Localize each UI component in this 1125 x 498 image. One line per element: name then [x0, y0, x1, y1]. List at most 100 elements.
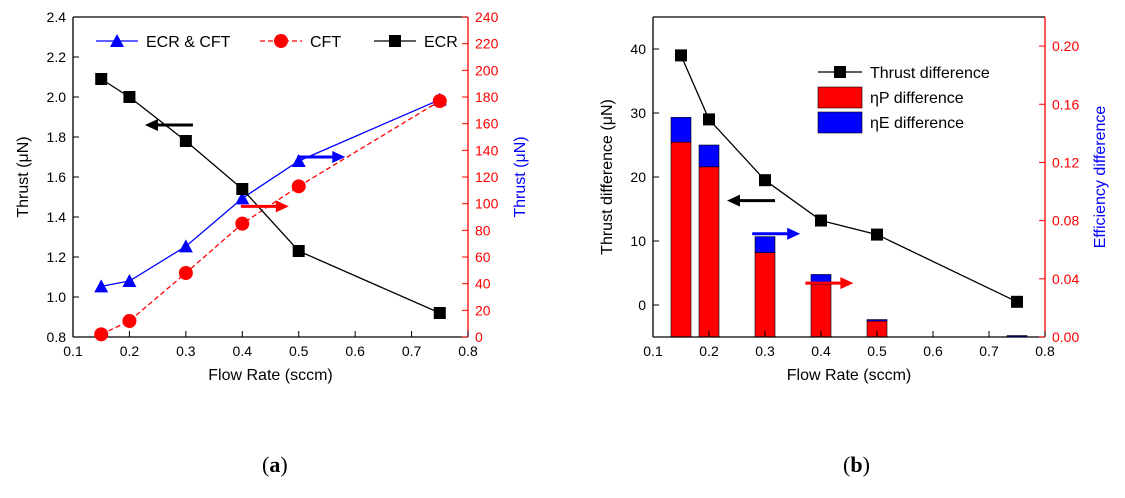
x-tick-label: 0.3	[176, 343, 196, 359]
y-left-tick-label: 1.2	[47, 249, 67, 265]
x-tick-label: 0.4	[811, 343, 831, 359]
x-tick-label: 0.5	[289, 343, 309, 359]
data-point	[94, 327, 109, 342]
legend-label: ECR	[424, 34, 458, 51]
bar-etaP	[670, 141, 692, 338]
y-left-tick-label: 1.0	[47, 289, 67, 305]
bar-etaP	[754, 252, 776, 338]
y-right-tick-label: 0	[475, 329, 483, 345]
legend-marker	[389, 35, 401, 47]
legend-label: ηE difference	[870, 115, 964, 132]
data-point	[235, 216, 250, 231]
bar-etaE	[866, 319, 888, 322]
y-left-tick-label: 2.2	[47, 49, 67, 65]
series-line-ecr	[100, 78, 441, 314]
y-left-tick-label: 0	[638, 297, 646, 313]
chart-b: 0.1 0.2 0.3 0.4 0.5 0.6 0.7 0.8 0 10 20 30 40 0.00 0.0…	[599, 16, 1109, 384]
data-point	[871, 228, 883, 241]
legend-label: ηP difference	[870, 90, 964, 107]
legend-marker	[110, 34, 124, 47]
y-left-tick-label: 1.6	[47, 169, 67, 185]
y-left-tick-label: 2.0	[47, 89, 67, 105]
x-tick-label: 0.5	[867, 343, 887, 359]
x-tick-label: 0.6	[345, 343, 365, 359]
y-right-tick-label: 0.08	[1052, 213, 1079, 229]
x-tick-label: 0.8	[1035, 343, 1055, 359]
y-right-tick-label: 0.00	[1052, 329, 1079, 345]
x-tick-label: 0.3	[755, 343, 775, 359]
x-tick-label: 0.7	[402, 343, 422, 359]
y-right-tick-label: 0.20	[1052, 38, 1079, 54]
y-right-tick-label: 160	[475, 116, 499, 132]
x-tick-label: 0.8	[458, 343, 478, 359]
y-right-tick-label: 20	[475, 302, 491, 318]
data-point	[703, 113, 715, 126]
data-point	[236, 183, 249, 195]
axis-arrow-1-head	[275, 200, 289, 213]
y-right-tick-label: 40	[475, 276, 491, 292]
x-tick-label: 0.6	[923, 343, 943, 359]
data-point	[433, 307, 446, 319]
series-line-cft	[100, 100, 441, 335]
data-point	[292, 245, 305, 257]
chart-a: 0.1 0.2 0.3 0.4 0.5 0.6 0.7 0.8 0.8 1.0 1.2 1.4 1.6 1…	[15, 9, 529, 384]
y-right-tick-label: 0.12	[1052, 154, 1079, 170]
y-left-tick-label: 1.8	[47, 129, 67, 145]
legend-marker	[834, 66, 846, 78]
data-point	[235, 191, 250, 205]
y-right-tick-label: 80	[475, 222, 491, 238]
y-left-tick-label: 1.4	[47, 209, 67, 225]
data-point	[291, 154, 306, 167]
data-point	[123, 91, 136, 103]
x-tick-label: 0.7	[979, 343, 999, 359]
caption-b: (b)	[843, 452, 870, 477]
x-tick-label: 0.2	[120, 343, 140, 359]
legend-marker	[274, 34, 288, 48]
legend-swatch	[817, 86, 863, 109]
y-right-tick-label: 60	[475, 249, 491, 265]
axis-arrow-0-head	[144, 119, 158, 131]
series-line-thrust-difference	[680, 55, 1018, 303]
y-right-tick-label: 140	[475, 142, 499, 158]
bar-etaE	[698, 144, 720, 168]
legend: ECR & CFT CFT ECR	[96, 34, 458, 51]
data-point	[179, 135, 192, 147]
y-left-tick-label: 10	[630, 233, 646, 249]
legend-label: Thrust difference	[870, 65, 990, 82]
y-right-tick-label: 0.04	[1052, 271, 1079, 287]
legend-label: CFT	[310, 34, 341, 51]
data-point	[122, 274, 137, 287]
bar-etaP	[698, 166, 720, 338]
bar-etaP	[810, 284, 832, 338]
data-point	[432, 94, 447, 108]
bar-etaE	[754, 236, 776, 253]
axis-arrow-1-head	[787, 227, 801, 240]
axis-arrow-2-head	[840, 277, 854, 290]
y-left-tick-label: 2.4	[47, 9, 67, 25]
plot-area	[670, 49, 1028, 338]
data-point	[94, 279, 109, 293]
x-axis-label: Flow Rate (sccm)	[208, 367, 332, 384]
legend: Thrust difference ηP difference ηE differe…	[817, 65, 990, 134]
data-point	[291, 179, 306, 194]
y-axis-right-label: Efficiency difference	[1092, 106, 1109, 249]
x-tick-label: 0.2	[699, 343, 719, 359]
x-tick-label: 0.1	[63, 343, 83, 359]
y-right-tick-label: 0.16	[1052, 96, 1079, 112]
y-right-tick-label: 240	[475, 9, 499, 25]
y-left-tick-label: 0.8	[47, 329, 67, 345]
data-point	[95, 73, 108, 85]
legend-label: ECR & CFT	[146, 34, 231, 51]
series-line-ecr-cft	[101, 99, 441, 287]
y-left-tick-label: 20	[630, 169, 646, 185]
data-point	[1011, 295, 1023, 308]
y-axis-left-label: Thrust difference (μN)	[599, 99, 616, 255]
caption-a: (a)	[262, 452, 288, 477]
y-right-tick-label: 120	[475, 169, 499, 185]
data-point	[759, 174, 771, 187]
data-point	[675, 49, 687, 62]
y-right-tick-label: 220	[475, 36, 499, 52]
data-point	[815, 214, 827, 227]
y-axis-right-label: Thrust (μN)	[512, 136, 529, 217]
y-right-tick-label: 100	[475, 196, 499, 212]
